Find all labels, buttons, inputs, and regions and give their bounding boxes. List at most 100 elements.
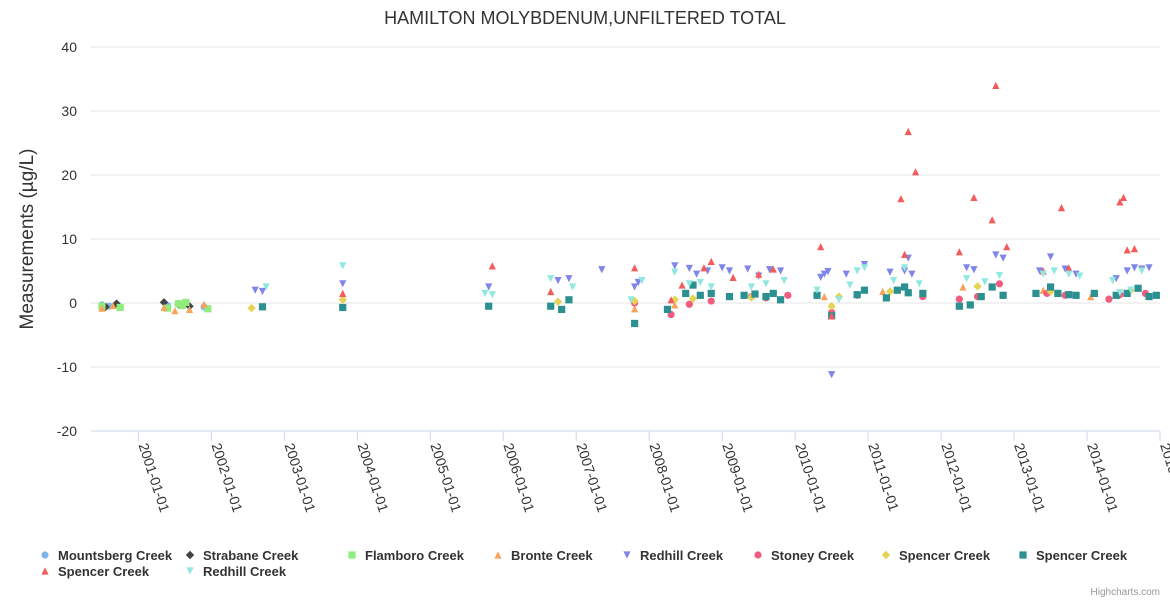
data-point[interactable]	[485, 302, 493, 310]
data-point[interactable]	[485, 283, 493, 291]
legend-symbol[interactable]	[41, 551, 49, 559]
data-point[interactable]	[1072, 291, 1080, 299]
data-point[interactable]	[565, 275, 573, 283]
data-point[interactable]	[828, 371, 836, 379]
data-point[interactable]	[751, 290, 759, 298]
data-point[interactable]	[725, 267, 734, 275]
data-point[interactable]	[1123, 246, 1131, 254]
data-point[interactable]	[995, 280, 1004, 288]
data-point[interactable]	[846, 281, 854, 289]
data-point[interactable]	[740, 291, 748, 299]
data-point[interactable]	[817, 273, 825, 281]
data-point[interactable]	[747, 283, 755, 291]
data-point[interactable]	[904, 127, 912, 136]
data-point[interactable]	[547, 275, 555, 283]
data-point[interactable]	[598, 266, 606, 274]
legend-item[interactable]: Spencer Creek	[881, 548, 991, 563]
data-point[interactable]	[631, 283, 639, 291]
data-point[interactable]	[688, 294, 698, 303]
credits[interactable]: Highcharts.com	[1091, 587, 1160, 598]
data-point[interactable]	[693, 270, 701, 278]
data-point[interactable]	[776, 296, 785, 304]
data-point[interactable]	[1072, 270, 1080, 278]
data-point[interactable]	[824, 268, 832, 276]
data-point[interactable]	[842, 270, 850, 278]
data-point[interactable]	[707, 257, 715, 265]
data-point[interactable]	[634, 278, 642, 287]
data-point[interactable]	[1105, 295, 1113, 303]
data-point[interactable]	[992, 251, 1000, 259]
data-point[interactable]	[1036, 267, 1044, 275]
data-point[interactable]	[820, 270, 828, 278]
data-point[interactable]	[890, 277, 898, 285]
data-point[interactable]	[1112, 291, 1120, 299]
data-point[interactable]	[1050, 267, 1058, 275]
data-point[interactable]	[339, 262, 347, 270]
data-point[interactable]	[339, 280, 347, 288]
data-point[interactable]	[488, 291, 496, 299]
data-point[interactable]	[707, 289, 715, 297]
data-point[interactable]	[988, 283, 996, 291]
data-point[interactable]	[1112, 275, 1120, 283]
data-point[interactable]	[671, 301, 679, 309]
data-point[interactable]	[963, 275, 971, 283]
data-point[interactable]	[959, 283, 967, 291]
data-point[interactable]	[828, 312, 836, 320]
data-point[interactable]	[1108, 277, 1117, 285]
data-point[interactable]	[1065, 264, 1073, 272]
data-point[interactable]	[160, 303, 168, 312]
data-point[interactable]	[689, 281, 697, 289]
data-point[interactable]	[860, 264, 869, 272]
data-point[interactable]	[627, 296, 635, 304]
data-point[interactable]	[247, 303, 256, 313]
data-point[interactable]	[568, 283, 577, 291]
data-point[interactable]	[729, 273, 737, 281]
legend-item[interactable]: Flamboro Creek	[348, 548, 465, 563]
data-point[interactable]	[1057, 204, 1066, 212]
data-point[interactable]	[109, 301, 117, 310]
data-point[interactable]	[116, 303, 124, 312]
data-point[interactable]	[886, 268, 894, 276]
data-point[interactable]	[776, 267, 785, 275]
data-point[interactable]	[200, 300, 208, 308]
legend-item[interactable]: Stoney Creek	[754, 548, 855, 563]
data-point[interactable]	[638, 277, 646, 285]
data-point[interactable]	[955, 248, 963, 256]
data-point[interactable]	[762, 293, 770, 301]
legend-symbol[interactable]	[185, 550, 195, 560]
data-point[interactable]	[744, 265, 752, 273]
data-point[interactable]	[780, 277, 788, 285]
data-point[interactable]	[1116, 289, 1124, 297]
data-point[interactable]	[1119, 193, 1128, 201]
data-point[interactable]	[813, 291, 821, 299]
data-point[interactable]	[547, 302, 555, 310]
data-point[interactable]	[553, 297, 563, 306]
data-point[interactable]	[762, 280, 770, 288]
data-point[interactable]	[185, 305, 194, 313]
data-point[interactable]	[817, 243, 825, 251]
data-point[interactable]	[696, 291, 704, 299]
data-point[interactable]	[182, 298, 190, 306]
data-point[interactable]	[1090, 289, 1098, 297]
data-point[interactable]	[901, 283, 909, 291]
data-point[interactable]	[827, 302, 836, 311]
data-point[interactable]	[1003, 243, 1011, 251]
data-point[interactable]	[696, 278, 704, 287]
data-point[interactable]	[955, 295, 963, 303]
data-point[interactable]	[1087, 293, 1095, 301]
data-point[interactable]	[897, 195, 905, 203]
data-point[interactable]	[1046, 253, 1055, 261]
data-point[interactable]	[159, 298, 169, 307]
data-point[interactable]	[893, 286, 901, 294]
data-point[interactable]	[769, 265, 777, 273]
legend-symbol[interactable]	[623, 551, 631, 559]
data-point[interactable]	[251, 286, 259, 294]
data-point[interactable]	[1127, 286, 1135, 294]
data-point[interactable]	[747, 293, 756, 302]
data-point[interactable]	[784, 291, 792, 299]
data-point[interactable]	[988, 216, 996, 224]
data-point[interactable]	[488, 262, 496, 270]
data-point[interactable]	[1046, 283, 1055, 291]
data-point[interactable]	[966, 301, 974, 309]
data-point[interactable]	[682, 289, 690, 297]
